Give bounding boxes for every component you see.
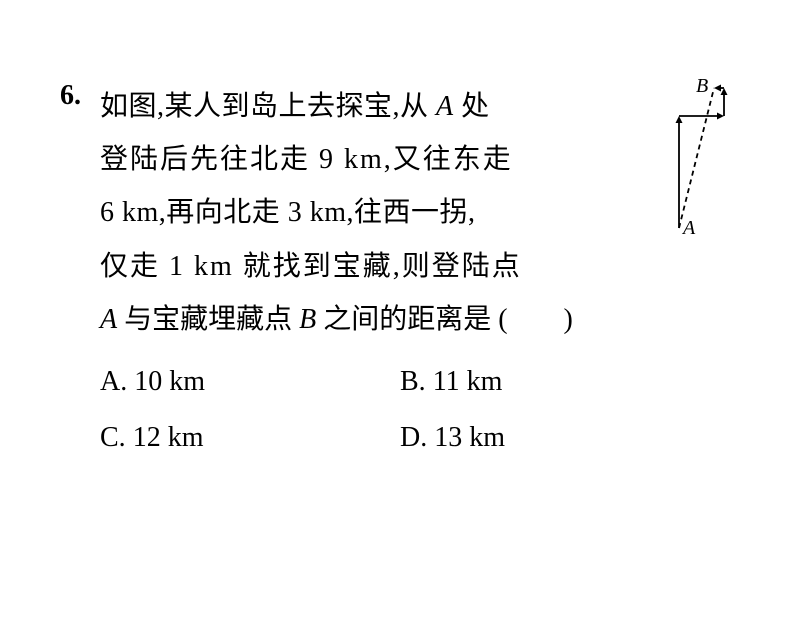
option-value: 11 km bbox=[433, 366, 503, 397]
svg-text:A: A bbox=[681, 217, 696, 238]
question-line-1: 如图,某人到岛上去探宝,从 A 处 bbox=[100, 80, 734, 133]
variable-a: A bbox=[436, 91, 454, 122]
options-block: A. 10 km B. 11 km C. 12 km D. 13 km bbox=[100, 354, 734, 466]
text-fragment: 之间的距离是 ( ) bbox=[316, 304, 573, 335]
question-line-5: A 与宝藏埋藏点 B 之间的距离是 ( ) bbox=[100, 293, 734, 346]
text-fragment: 与宝藏埋藏点 bbox=[117, 304, 299, 335]
question-line-4: 仅走 1 km 就找到宝藏,则登陆点 bbox=[100, 240, 734, 293]
option-value: 10 km bbox=[134, 366, 205, 397]
option-label: D. bbox=[400, 422, 434, 453]
option-label: C. bbox=[100, 422, 133, 453]
question-line-3: 6 km,再向北走 3 km,往西一拐, bbox=[100, 186, 734, 239]
option-row-2: C. 12 km D. 13 km bbox=[100, 410, 734, 466]
question-text: 如图,某人到岛上去探宝,从 A 处 登陆后先往北走 9 km,又往东走 6 km… bbox=[100, 80, 734, 346]
option-value: 13 km bbox=[434, 422, 505, 453]
option-a: A. 10 km bbox=[100, 354, 400, 410]
question-number: 6. bbox=[60, 80, 81, 112]
option-label: A. bbox=[100, 366, 134, 397]
option-d: D. 13 km bbox=[400, 410, 734, 466]
question-block: 6. 如图,某人到岛上去探宝,从 A 处 登陆后先往北走 9 km,又往东走 6… bbox=[60, 80, 734, 346]
svg-text:B: B bbox=[696, 78, 708, 97]
diagram-svg: AB bbox=[644, 78, 734, 238]
path-diagram: AB bbox=[644, 78, 734, 238]
option-value: 12 km bbox=[133, 422, 204, 453]
option-label: B. bbox=[400, 366, 433, 397]
text-fragment: 如图,某人到岛上去探宝,从 bbox=[100, 91, 436, 122]
variable-a: A bbox=[100, 304, 117, 335]
option-b: B. 11 km bbox=[400, 354, 734, 410]
variable-b: B bbox=[299, 304, 316, 335]
option-c: C. 12 km bbox=[100, 410, 400, 466]
question-line-2: 登陆后先往北走 9 km,又往东走 bbox=[100, 133, 734, 186]
text-fragment: 处 bbox=[454, 91, 490, 122]
option-row-1: A. 10 km B. 11 km bbox=[100, 354, 734, 410]
